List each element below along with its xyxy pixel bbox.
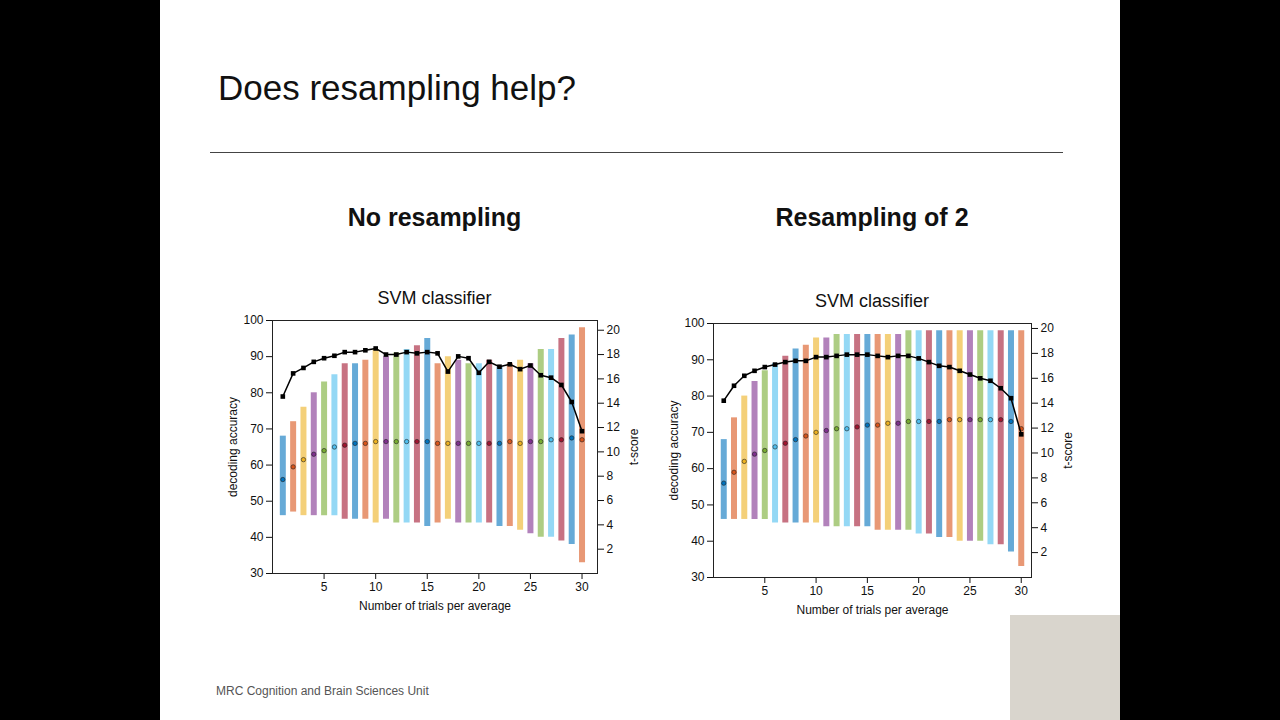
svg-text:Number of trials per average: Number of trials per average bbox=[359, 599, 511, 613]
svg-text:5: 5 bbox=[761, 584, 768, 598]
svg-text:10: 10 bbox=[607, 445, 621, 459]
svg-text:25: 25 bbox=[524, 580, 538, 594]
svg-text:Number of trials per average: Number of trials per average bbox=[796, 603, 948, 617]
html-text:Does resampling help?: Does resampling help? bbox=[218, 68, 576, 107]
svg-text:10: 10 bbox=[369, 580, 383, 594]
html-text:SVM classifier: SVM classifier bbox=[377, 288, 492, 308]
svg-text:80: 80 bbox=[250, 386, 264, 400]
svg-text:4: 4 bbox=[1041, 521, 1048, 535]
svg-text:60: 60 bbox=[250, 458, 264, 472]
svg-text:12: 12 bbox=[1041, 421, 1055, 435]
html-text:No resampling: No resampling bbox=[347, 203, 522, 231]
svg-text:100: 100 bbox=[684, 316, 704, 330]
svg-text:16: 16 bbox=[1041, 371, 1055, 385]
svg-text:100: 100 bbox=[243, 313, 263, 327]
svg-text:18: 18 bbox=[607, 347, 621, 361]
html-text:MRC Cognition and Brain Scienc: MRC Cognition and Brain Sciences Unit bbox=[216, 684, 429, 698]
svg-text:10: 10 bbox=[1041, 446, 1055, 460]
svg-text:90: 90 bbox=[250, 349, 264, 363]
svg-text:t-score: t-score bbox=[1061, 432, 1075, 469]
svg-text:25: 25 bbox=[963, 584, 977, 598]
svg-text:16: 16 bbox=[607, 372, 621, 386]
svg-text:10: 10 bbox=[809, 584, 823, 598]
svg-text:20: 20 bbox=[1041, 321, 1055, 335]
svg-text:20: 20 bbox=[912, 584, 926, 598]
svg-text:12: 12 bbox=[607, 420, 621, 434]
svg-text:30: 30 bbox=[575, 580, 589, 594]
svg-text:decoding accuracy: decoding accuracy bbox=[226, 397, 240, 497]
svg-text:5: 5 bbox=[321, 580, 328, 594]
svg-text:40: 40 bbox=[250, 530, 264, 544]
svg-text:14: 14 bbox=[607, 396, 621, 410]
svg-text:20: 20 bbox=[607, 323, 621, 337]
svg-text:8: 8 bbox=[1041, 471, 1048, 485]
svg-text:t-score: t-score bbox=[627, 428, 641, 465]
svg-text:50: 50 bbox=[691, 498, 705, 512]
svg-text:8: 8 bbox=[607, 469, 614, 483]
svg-text:6: 6 bbox=[607, 493, 614, 507]
svg-text:decoding accuracy: decoding accuracy bbox=[667, 400, 681, 500]
svg-text:2: 2 bbox=[607, 542, 614, 556]
svg-text:60: 60 bbox=[691, 461, 705, 475]
svg-text:14: 14 bbox=[1041, 396, 1055, 410]
html-text:SVM classifier: SVM classifier bbox=[815, 291, 929, 311]
svg-text:6: 6 bbox=[1041, 496, 1048, 510]
svg-text:20: 20 bbox=[472, 580, 486, 594]
svg-text:18: 18 bbox=[1041, 346, 1055, 360]
svg-text:4: 4 bbox=[607, 518, 614, 532]
svg-text:70: 70 bbox=[691, 425, 705, 439]
svg-text:70: 70 bbox=[250, 422, 264, 436]
svg-text:2: 2 bbox=[1041, 545, 1048, 559]
svg-text:30: 30 bbox=[250, 566, 264, 580]
svg-text:80: 80 bbox=[691, 389, 705, 403]
svg-text:50: 50 bbox=[250, 494, 264, 508]
svg-text:30: 30 bbox=[1015, 584, 1029, 598]
svg-text:30: 30 bbox=[691, 570, 705, 584]
html-text:Resampling of 2: Resampling of 2 bbox=[775, 203, 969, 231]
svg-text:15: 15 bbox=[861, 584, 875, 598]
svg-text:15: 15 bbox=[421, 580, 435, 594]
svg-text:40: 40 bbox=[691, 534, 705, 548]
svg-text:90: 90 bbox=[691, 353, 705, 367]
